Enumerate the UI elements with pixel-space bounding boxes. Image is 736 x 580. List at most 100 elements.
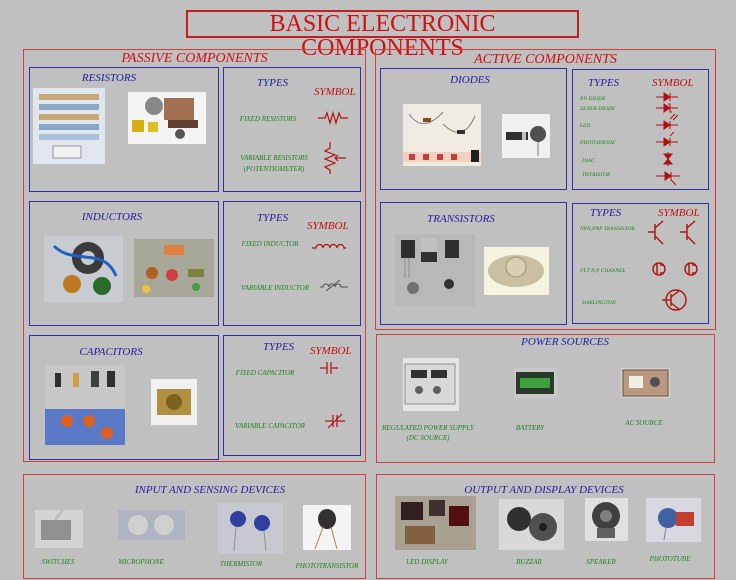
inductors-title: INDUCTORS [81, 211, 143, 223]
diodes-symbol-label: SYMBOL [652, 77, 694, 89]
input-sensing-title: INPUT AND SENSING DEVICES [134, 484, 286, 496]
capacitors-symbol-label: SYMBOL [310, 345, 352, 357]
capacitors-types-panel [223, 335, 361, 456]
variable-resistor-label: VARIABLE RESISTORS [240, 154, 308, 162]
transistors-symbol-label: SYMBOL [658, 207, 700, 219]
capacitors-types-label: TYPES [263, 341, 295, 353]
transistor-symbols [648, 220, 698, 311]
transistors-panel [380, 202, 567, 325]
zener-diode-label: ZENER DIODE [580, 106, 616, 112]
output-display-panel [376, 474, 715, 579]
pn-diode-symbol [656, 92, 678, 102]
phototube-label: PHOTOTUBE [649, 555, 691, 563]
buzzer-photo [499, 499, 564, 550]
capacitors-panel [29, 335, 219, 460]
fixed-resistor-symbol [318, 110, 348, 126]
phototube-photo [646, 498, 701, 542]
diodes-title: DIODES [450, 74, 490, 86]
inductors-assortment-photo [134, 239, 214, 297]
transistors-types-label: TYPES [590, 207, 622, 219]
fixed-resistor-label: FIXED RESISTORS [239, 115, 297, 123]
thermistor-photo [218, 503, 283, 554]
dc-source-label: (DC SOURCE) [406, 434, 450, 442]
resistors-photo [33, 88, 105, 164]
photodiode-label: PHOTODIODE [580, 140, 616, 146]
inductors-symbol-label: SYMBOL [307, 220, 349, 232]
npn-pnp-label: NPN,PNP TRANSISTOR [580, 226, 635, 232]
microphone-photo [118, 510, 185, 540]
regulated-power-supply-label: REGULATED POWER SUPPLY [382, 424, 474, 432]
regulated-power-supply-photo [403, 358, 459, 411]
switches-label: SWITCHES [41, 558, 75, 566]
main-title: BASIC ELECTRONIC COMPONENTS [186, 10, 579, 60]
fixed-inductor-label: FIXED INDUCTOR [241, 240, 299, 248]
diode-closeup-photo [502, 114, 550, 158]
inductors-panel [29, 201, 219, 326]
microphone-label: MICROPHONE [118, 558, 164, 566]
transistors-title: TRANSISTORS [427, 213, 495, 225]
variable-inductor-label: VARIABLE INDUCTOR [241, 284, 309, 292]
darlington-symbol [662, 289, 687, 311]
battery-photo [514, 368, 557, 398]
ac-source-label: AC SOURCE [625, 419, 663, 427]
phototransistor-photo [303, 505, 351, 550]
output-display-title: OUTPUT AND DISPLAY DEVICES [464, 484, 624, 496]
toroid-inductor-photo [44, 236, 123, 302]
potentiometer-photo [128, 92, 206, 144]
switches-photo [35, 510, 83, 548]
fixed-inductor-symbol [312, 243, 346, 249]
diac-symbol [662, 152, 674, 166]
diode-symbols [656, 92, 680, 186]
active-panel [375, 49, 716, 330]
transistors-types-panel [572, 203, 709, 324]
inductors-types-label: TYPES [257, 212, 289, 224]
passive-panel [23, 49, 366, 462]
speaker-label: SPEAKER [586, 558, 616, 566]
resistors-types-panel [223, 67, 361, 192]
pnp-symbol [680, 220, 696, 245]
power-sources-title: POWER SOURCES [521, 336, 609, 348]
passive-title: PASSIVE COMPONENTS [121, 51, 268, 66]
buzzer-label: BUZZAR [516, 558, 542, 566]
transistors-photo [395, 234, 475, 306]
fixed-capacitor-label: FIXED CAPACITOR [235, 369, 295, 377]
input-sensing-panel [23, 474, 366, 579]
potentiometer-label: (POTENTIOMETER) [243, 165, 305, 173]
fixed-capacitor-symbol [320, 362, 338, 374]
led-symbol [656, 113, 679, 130]
phototransistor-label: PHOTOTRANSISTOR [295, 562, 359, 570]
thyristor-symbol [656, 171, 680, 186]
pn-diode-label: PN DIODE [580, 96, 606, 102]
resistor-strip [39, 94, 99, 159]
variable-capacitor-symbol [325, 413, 345, 429]
resistors-panel [29, 67, 219, 192]
led-display-photo [395, 496, 476, 550]
thyristor-label: THYRISTOR [582, 172, 611, 178]
resistors-title: RESISTORS [81, 72, 137, 84]
variable-capacitor-photo [151, 379, 197, 425]
speaker-photo [585, 498, 628, 541]
capacitors-title: CAPACITORS [79, 346, 143, 358]
power-transistor-photo [484, 247, 549, 295]
diodes-types-panel [572, 69, 709, 190]
darlington-label: DARLINGTON [582, 300, 616, 306]
potentiometer-symbol [323, 142, 346, 174]
ac-source-photo [621, 368, 670, 398]
led-display-label: LED DISPLAY [406, 558, 448, 566]
photodiode-symbol [656, 131, 678, 147]
fet-label: FET N,P CHANNEL [580, 268, 626, 274]
battery-label: BATTERY [515, 424, 545, 432]
capacitors-photo [45, 365, 125, 445]
variable-capacitor-label: VARIABLE CAPACITOR [235, 422, 305, 430]
diodes-types-label: TYPES [588, 77, 620, 89]
resistors-types-label: TYPES [257, 77, 289, 89]
active-title: ACTIVE COMPONENTS [474, 52, 617, 67]
inductors-types-panel [223, 201, 361, 326]
fet-n-symbol [652, 262, 666, 276]
fet-p-symbol [684, 262, 698, 276]
diac-label: DIAC [582, 158, 595, 164]
diodes-photo [403, 104, 481, 166]
variable-inductor-symbol [320, 279, 348, 292]
zener-diode-symbol [656, 103, 678, 113]
resistors-symbol-label: SYMBOL [314, 86, 356, 98]
